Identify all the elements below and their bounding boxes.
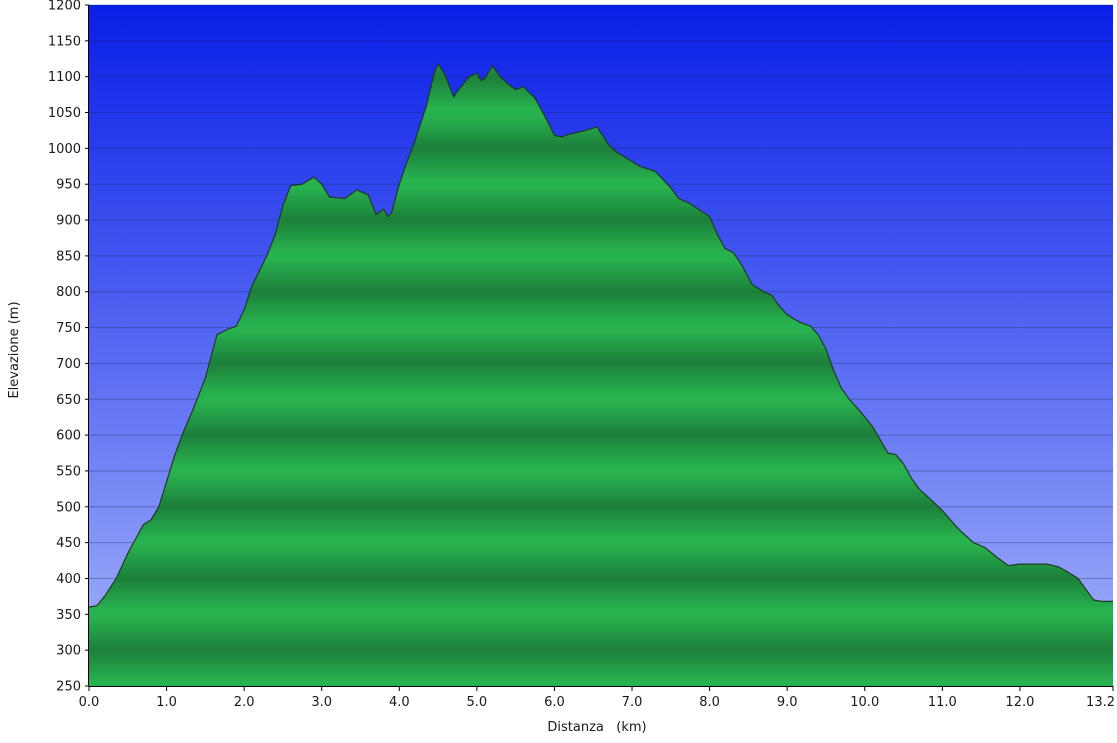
y-tick-label: 800 [56, 285, 81, 300]
y-tick-label: 1100 [48, 70, 81, 85]
x-tick-label: 2.0 [234, 695, 255, 710]
y-tick-label: 650 [56, 393, 81, 408]
x-tick-label: 8.0 [699, 695, 720, 710]
x-tick-label: 3.0 [311, 695, 332, 710]
y-tick-label: 1050 [48, 106, 81, 121]
x-tick-label: 5.0 [467, 695, 488, 710]
x-tick-label: 4.0 [389, 695, 410, 710]
y-tick-label: 600 [56, 429, 81, 444]
x-tick-label: 11.0 [928, 695, 957, 710]
y-tick-label: 1000 [48, 142, 81, 157]
y-axis-title: Elevazione (m) [7, 301, 22, 398]
elevation-area [89, 63, 1113, 687]
x-tick-label: 6.0 [544, 695, 565, 710]
y-tick-label: 450 [56, 536, 81, 551]
y-tick-label: 950 [56, 178, 81, 193]
x-tick-label: 9.0 [777, 695, 798, 710]
y-tick-label: 750 [56, 321, 81, 336]
y-tick-label: 700 [56, 357, 81, 372]
y-tick-label: 1200 [48, 0, 81, 14]
y-tick-label: 1150 [48, 34, 81, 49]
y-tick-label: 400 [56, 572, 81, 587]
x-axis-ticks: 0.0 1.0 2.0 3.0 4.0 5.0 6.0 7.0 8.0 9.0 10.0 11.0 12… [79, 686, 1115, 710]
y-axis-ticks: 250 300 350 400 450 500 550 600 650 700 750 800 850 9… [48, 0, 89, 695]
x-tick-label: 12.0 [1005, 695, 1034, 710]
x-tick-label: 0.0 [79, 695, 100, 710]
x-tick-label: 1.0 [156, 695, 177, 710]
x-tick-label: 10.0 [850, 695, 879, 710]
x-tick-label: 13.2 [1086, 695, 1115, 710]
x-axis-title: Distanza (km) [547, 720, 646, 735]
y-tick-label: 850 [56, 249, 81, 264]
y-tick-label: 350 [56, 608, 81, 623]
y-tick-label: 550 [56, 464, 81, 479]
y-tick-label: 250 [56, 680, 81, 695]
y-tick-label: 500 [56, 500, 81, 515]
y-tick-label: 300 [56, 644, 81, 659]
y-tick-label: 900 [56, 214, 81, 229]
elevation-line [88, 62, 1113, 608]
x-tick-label: 7.0 [622, 695, 643, 710]
